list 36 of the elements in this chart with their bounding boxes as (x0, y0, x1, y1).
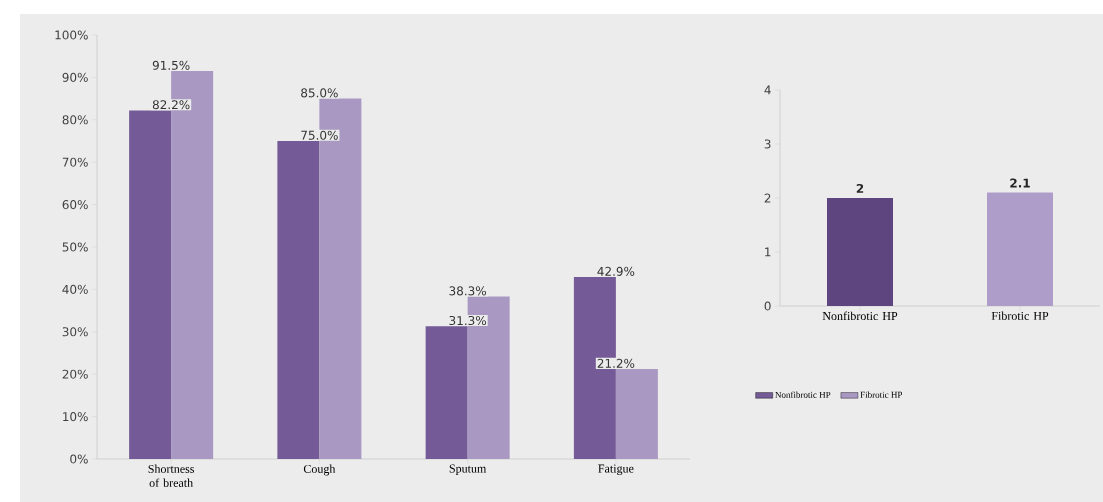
y-tick-label: 2 (764, 193, 771, 203)
y-tick-label: 100% (55, 30, 88, 40)
y-tick-label: 1 (765, 247, 771, 257)
x-tick-label: Cough (303, 464, 336, 476)
y-tick-label: 90% (62, 72, 88, 82)
data-label: 42.9% (597, 266, 635, 276)
y-tick-label: 0 (764, 301, 771, 311)
y-tick-label: 20% (62, 369, 88, 379)
y-tick-label: 0% (70, 454, 88, 464)
bar (129, 110, 172, 459)
data-label: 31.3% (449, 316, 487, 326)
x-tick-label: Fatigue (598, 464, 634, 476)
legend-label: Nonfibrotic HP (775, 391, 831, 398)
y-tick-label: 3 (764, 139, 771, 149)
data-label: 82.2% (152, 100, 190, 110)
y-tick-label: 60% (62, 200, 88, 210)
y-tick-label: 30% (62, 327, 88, 337)
bar (615, 369, 658, 459)
data-label: 85.0% (301, 88, 338, 98)
data-label: 38.3% (449, 286, 487, 296)
legend-label: Fibrotic HP (860, 391, 903, 398)
bar (425, 326, 468, 459)
y-tick-label: 4 (764, 85, 771, 95)
x-tick-label: Shortness of breath (148, 464, 195, 487)
y-tick-label: 40% (62, 284, 88, 294)
data-label: 2 (856, 183, 864, 193)
data-label: 91.5% (152, 60, 190, 70)
y-tick-label: 50% (62, 242, 88, 252)
data-label: 21.2% (597, 358, 635, 368)
y-tick-label: 70% (62, 157, 88, 167)
y-tick-label: 80% (62, 115, 88, 125)
x-tick-label: Sputum (449, 464, 487, 476)
data-label: 75.0% (301, 130, 338, 140)
data-label: 2.1 (1010, 178, 1030, 188)
y-tick-label: 10% (63, 412, 88, 422)
bar (277, 140, 320, 459)
